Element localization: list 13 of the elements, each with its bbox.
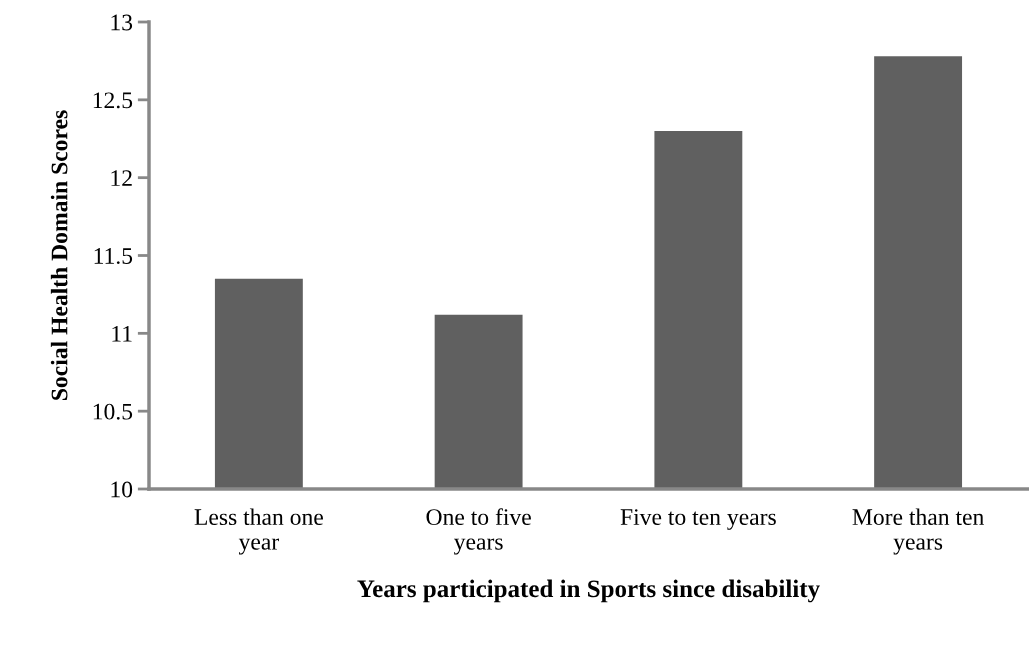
y-tick-label: 12.5 <box>93 92 133 109</box>
y-tick-label: 10.5 <box>93 403 133 420</box>
y-axis-title: Social Health Domain Scores <box>50 110 68 400</box>
y-tick-label: 11.5 <box>94 248 133 265</box>
x-tick-label: More than ten years <box>852 508 984 555</box>
x-tick-label: One to five years <box>426 508 531 555</box>
y-tick-label: 10 <box>111 481 133 498</box>
x-tick-label: Five to ten years <box>620 509 776 530</box>
y-tick-label: 11 <box>112 325 132 342</box>
y-tick-label: 12 <box>111 170 132 186</box>
y-tick-label: 13 <box>111 14 133 31</box>
x-axis-title: Years participated in Sports since disability <box>357 579 820 603</box>
x-tick-label: Less than one year <box>194 508 323 555</box>
